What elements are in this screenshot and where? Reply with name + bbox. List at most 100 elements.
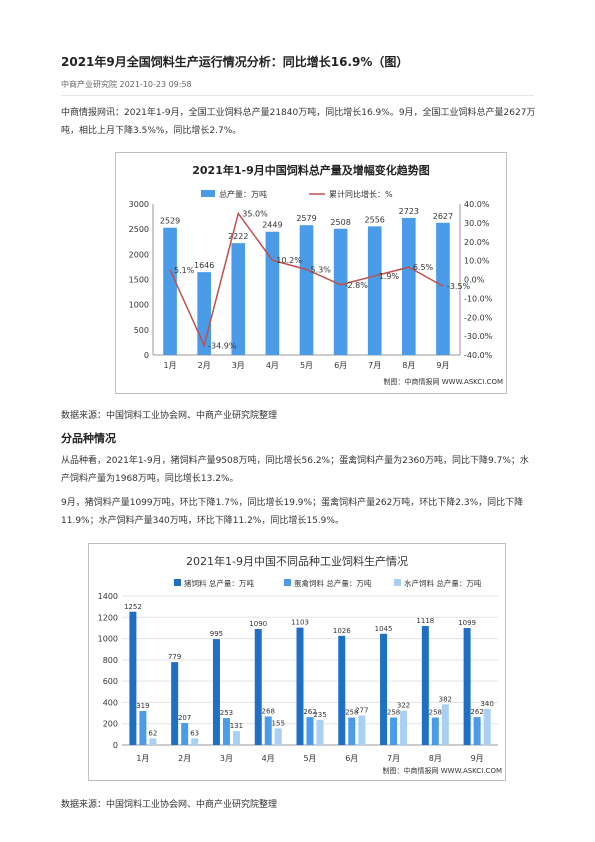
chart-legend: 猪饲料 总产量：万吨 蛋禽饲料 总产量：万吨 水产饲料 总产量：万吨: [174, 578, 482, 588]
line-value-label: 10.2%: [276, 256, 302, 265]
bar-value-label: 62: [148, 729, 157, 737]
line-value-label: -2.8%: [345, 281, 369, 290]
bar-value-label: 779: [168, 653, 181, 661]
bar: [191, 738, 199, 745]
bar: [274, 728, 282, 745]
y2-tick-label: 20.0%: [464, 238, 490, 247]
x-tick-label: 8月: [429, 754, 442, 763]
bar: [421, 626, 429, 745]
bar: [316, 719, 324, 745]
y2-tick-label: -40.0%: [464, 351, 493, 360]
x-tick-label: 5月: [303, 754, 316, 763]
line-value-label: 5.3%: [311, 265, 332, 274]
x-tick-label: 2月: [178, 754, 191, 763]
bar: [306, 717, 314, 745]
bar-value-label: 262: [470, 708, 483, 716]
y-tick-label: 500: [134, 326, 149, 335]
bar-value-label: 63: [190, 729, 199, 737]
bar-value-label: 995: [210, 630, 223, 638]
y-tick-label: 2000: [129, 250, 149, 259]
bar: [400, 710, 408, 745]
bar-value-label: 155: [272, 720, 285, 728]
line-value-label: -3.5%: [447, 282, 471, 291]
growth-line: [169, 211, 444, 348]
y-tick-label: 1000: [129, 301, 149, 310]
bar: [264, 716, 272, 745]
bar-value-label: 2723: [399, 207, 419, 216]
bar-value-label: 1118: [416, 617, 434, 625]
bar: [402, 217, 416, 355]
bar-value-label: 1103: [291, 619, 309, 627]
y-tick-label: 600: [103, 677, 118, 686]
x-tick-label: 5月: [300, 361, 313, 370]
bar-value-label: 1252: [124, 603, 142, 611]
line-value-label: 35.0%: [242, 209, 268, 218]
bar: [296, 627, 304, 745]
chart-legend: 总产量：万吨 累计同比增长：%: [201, 189, 393, 199]
legend-swatch-aquatic: [394, 579, 401, 586]
bar-value-label: 262: [303, 708, 316, 716]
y2-tick-label: -30.0%: [464, 332, 493, 341]
x-tick-label: 4月: [262, 754, 275, 763]
bar-value-label: 207: [178, 714, 191, 722]
x-tick-label: 9月: [436, 361, 449, 370]
y2-tick-label: 40.0%: [464, 200, 490, 209]
chart-total-output-svg: 2021年1-9月中国饲料总产量及增幅变化趋势图 总产量：万吨 累计同比增长：%…: [115, 152, 507, 394]
legend-label-aquatic: 水产饲料 总产量：万吨: [404, 578, 482, 588]
legend-label-pig: 猪饲料 总产量：万吨: [184, 578, 254, 588]
article-title: 2021年9月全国饲料生产运行情况分析：同比增长16.9%（图）: [61, 55, 409, 69]
bar: [163, 227, 177, 355]
y-tick-label: 3000: [129, 200, 149, 209]
legend-swatch-bar: [201, 190, 215, 197]
chart-total-output: 2021年1-9月中国饲料总产量及增幅变化趋势图 总产量：万吨 累计同比增长：%…: [115, 152, 507, 394]
bar: [231, 243, 246, 355]
y2-tick-label: 10.0%: [464, 257, 490, 266]
bar-value-label: 268: [262, 707, 275, 715]
bar-value-label: 1646: [194, 261, 214, 270]
chart-title: 2021年1-9月中国饲料总产量及增幅变化趋势图: [192, 163, 430, 177]
y2-tick-label: -10.0%: [464, 294, 493, 303]
x-tick-label: 1月: [164, 361, 177, 370]
bar-value-label: 258: [429, 709, 442, 717]
bar: [181, 722, 189, 745]
chart-title: 2021年1-9月中国不同品种工业饲料生产情况: [186, 554, 408, 568]
bar-value-label: 1045: [375, 625, 393, 633]
data-source-1: 数据来源：中国饲料工业协会网、中商产业研究院整理: [61, 411, 278, 421]
y-tick-label: 0: [144, 351, 149, 360]
september-paragraph: 9月，猪饲料产量1099万吨，环比下降1.7%，同比增长19.9%；蛋禽饲料产量…: [61, 498, 524, 526]
chart-by-breed: 2021年1-9月中国不同品种工业饲料生产情况 猪饲料 总产量：万吨 蛋禽饲料 …: [88, 543, 506, 781]
bar: [232, 731, 240, 745]
legend-label-bar: 总产量：万吨: [219, 189, 267, 199]
bar: [367, 226, 382, 355]
bar-value-label: 1026: [333, 627, 351, 635]
line-value-label: 5.1%: [174, 266, 195, 275]
y-tick-label: 1500: [129, 276, 149, 285]
legend-swatch-pig: [174, 579, 181, 586]
bar: [348, 717, 356, 745]
line-value-label: -34.9%: [208, 341, 237, 350]
title-divider: [61, 95, 534, 96]
section-heading: 分品种情况: [61, 432, 116, 445]
bar: [338, 635, 346, 745]
bar-value-label: 1090: [249, 620, 267, 628]
chart-by-breed-svg: 2021年1-9月中国不同品种工业饲料生产情况 猪饲料 总产量：万吨 蛋禽饲料 …: [88, 543, 506, 781]
bar-value-label: 235: [313, 711, 326, 719]
article-source[interactable]: 中商产业研究院: [61, 80, 117, 89]
bar-value-label: 2627: [433, 212, 453, 221]
y-tick-label: 1400: [98, 592, 118, 601]
y-tick-label: 400: [103, 698, 118, 707]
bar-value-label: 322: [397, 702, 410, 710]
bar: [139, 711, 147, 745]
y-tick-label: 200: [103, 720, 118, 729]
article-meta: 中商产业研究院 2021-10-23 09:58: [61, 79, 192, 90]
y-tick-label: 1000: [98, 635, 118, 644]
line-value-label: 6.5%: [413, 263, 434, 272]
bar: [358, 715, 366, 745]
y-tick-label: 1200: [98, 613, 118, 622]
x-tick-label: 3月: [232, 361, 245, 370]
bar-value-label: 253: [220, 709, 233, 717]
x-tick-label: 7月: [387, 754, 400, 763]
x-tick-label: 6月: [345, 754, 358, 763]
y2-tick-label: -20.0%: [464, 313, 493, 322]
bar: [171, 662, 179, 745]
